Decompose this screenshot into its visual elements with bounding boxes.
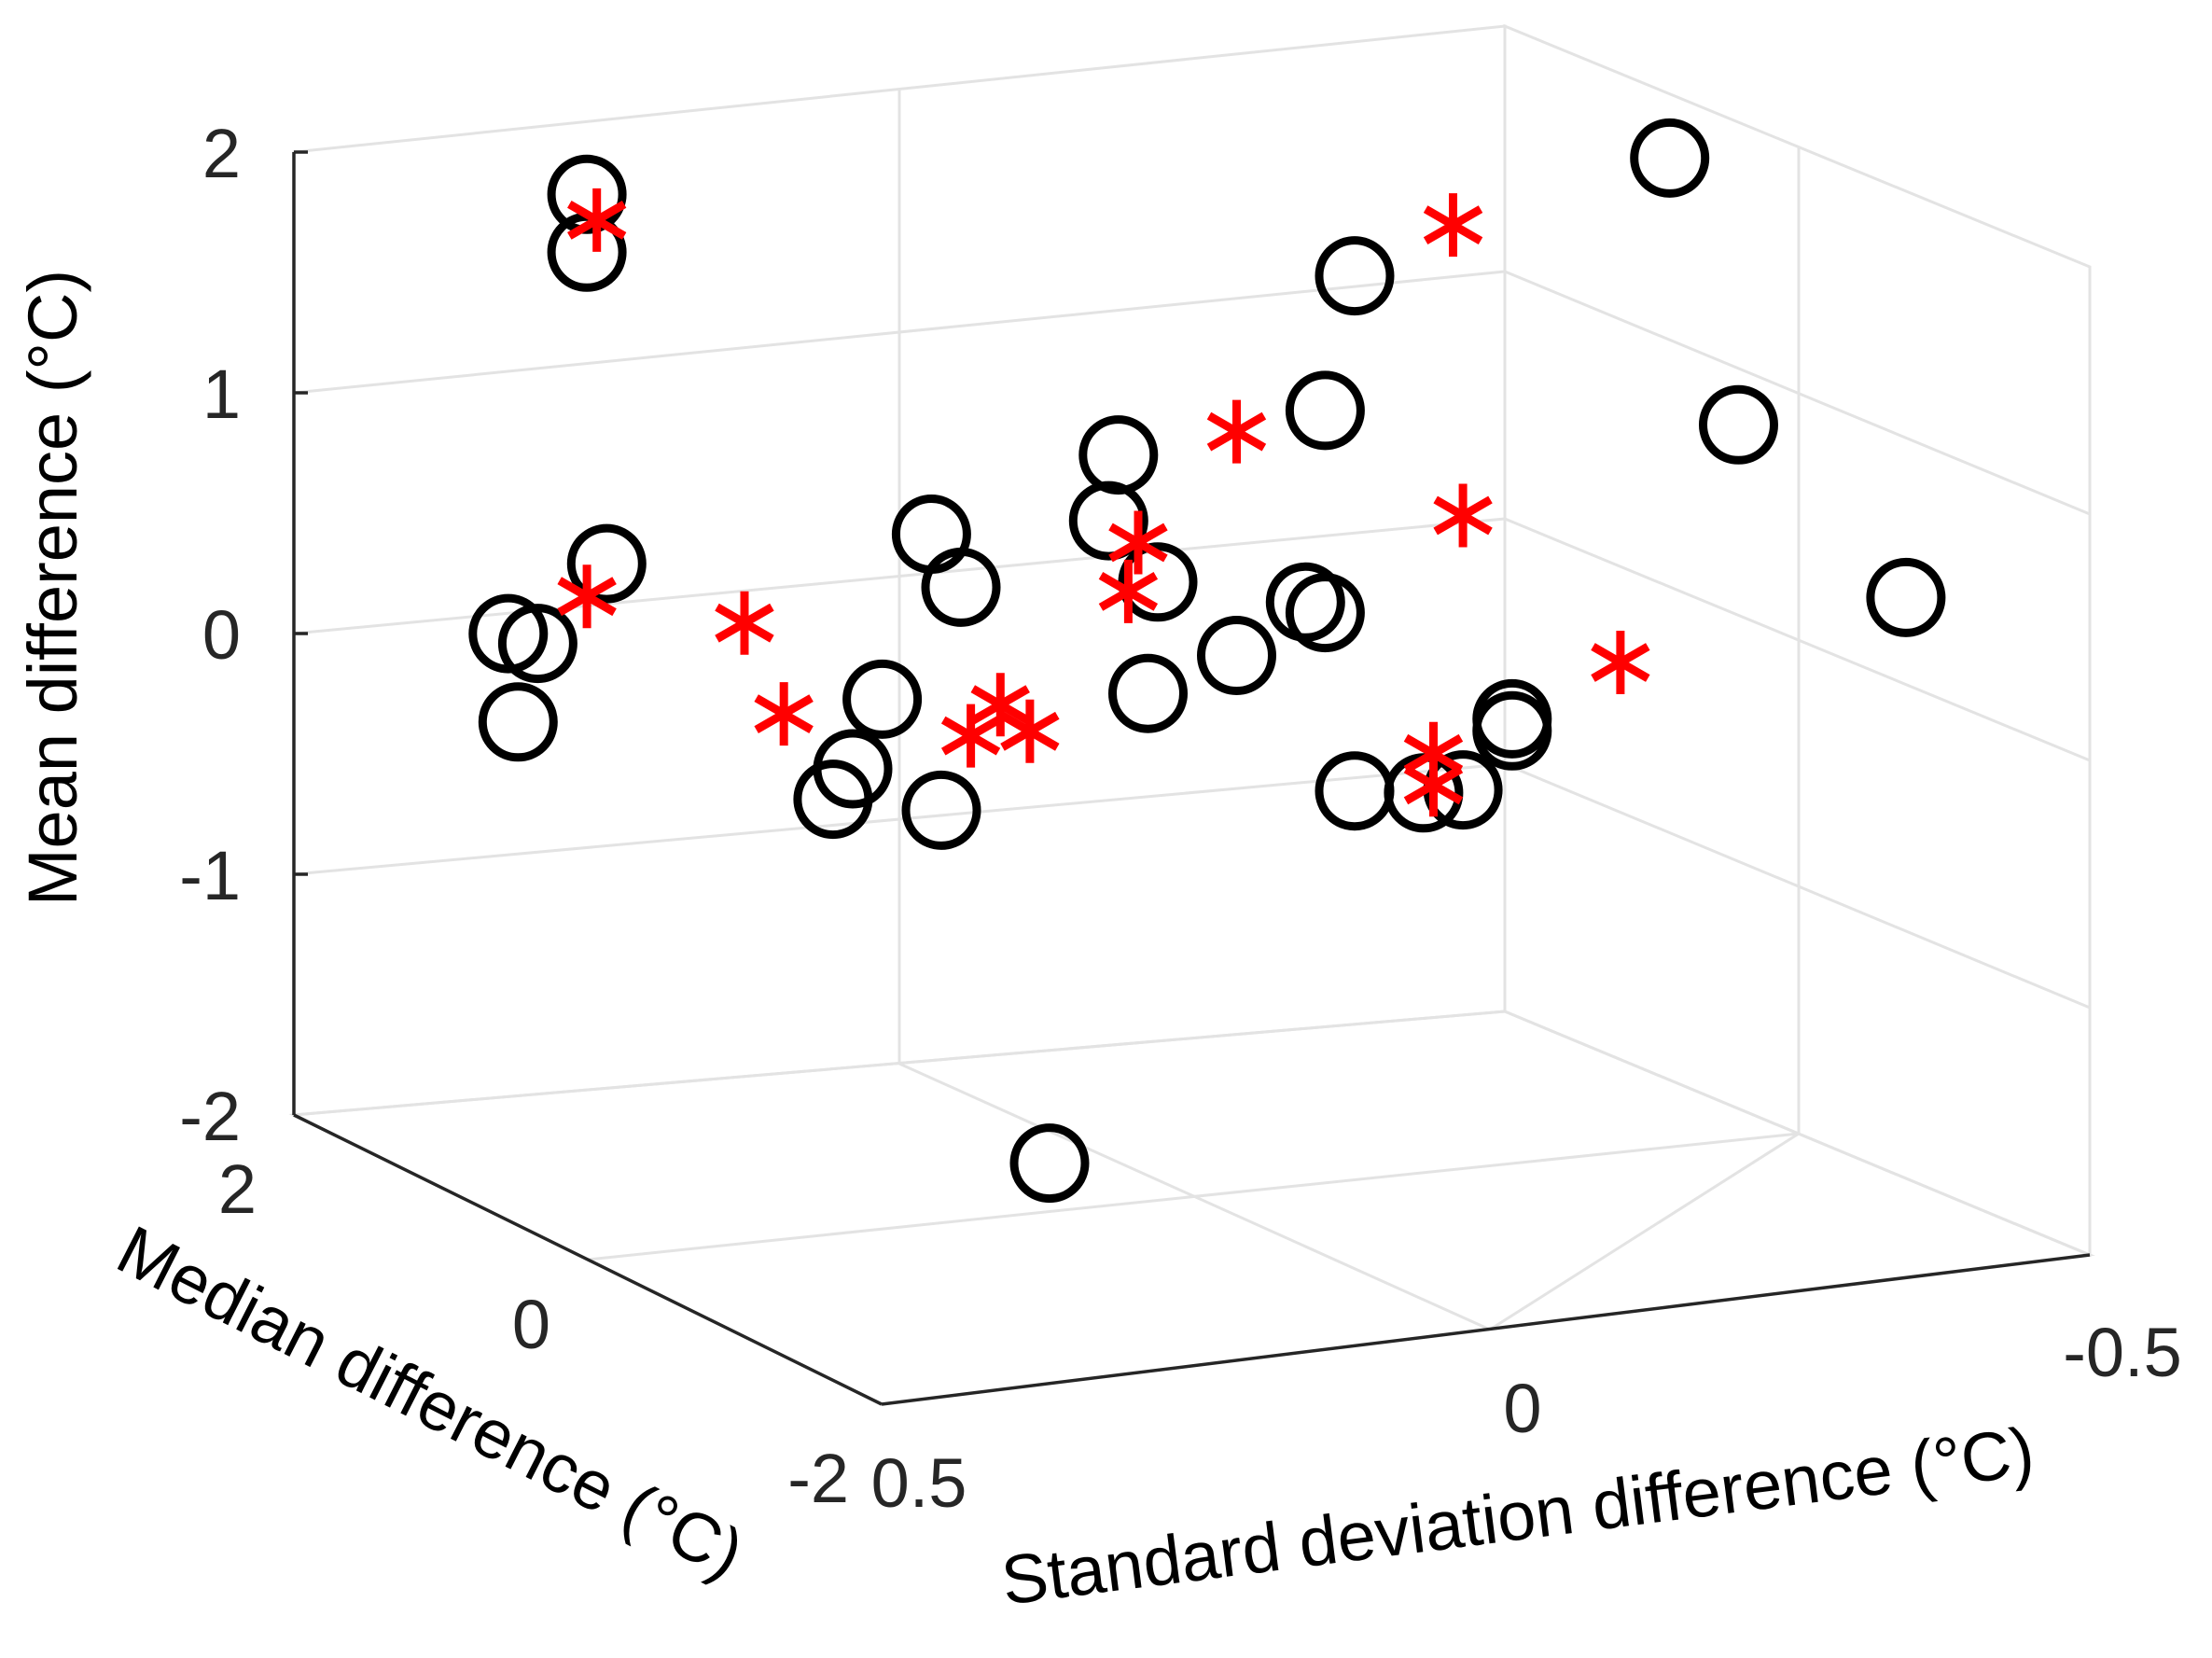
asterisk-point xyxy=(1000,699,1060,763)
data-marks xyxy=(468,118,1946,1204)
circle-point xyxy=(921,547,1001,627)
circle-point xyxy=(1068,481,1148,561)
asterisk-stroke xyxy=(1403,765,1464,805)
circle-point xyxy=(842,659,923,739)
y-axis-line xyxy=(293,1113,883,1406)
asterisk-point xyxy=(754,682,814,746)
asterisk-stroke xyxy=(1423,205,1483,244)
x-tick-labels: 0.5 0 -0.5 xyxy=(871,1314,2182,1522)
floor xyxy=(288,1010,2095,1406)
asterisk-stroke xyxy=(970,685,1030,725)
y-tick-labels: 2 0 -2 xyxy=(218,1150,849,1517)
circle-point xyxy=(566,523,647,604)
asterisk-point xyxy=(970,673,1030,737)
circle-point xyxy=(1197,616,1276,695)
asterisk-stroke xyxy=(715,603,774,643)
circle-point xyxy=(1009,1123,1090,1204)
circle-point xyxy=(478,682,558,762)
z-axis-label: Mean difference (°C) xyxy=(14,270,91,906)
asterisk-stroke xyxy=(940,716,1001,756)
circle-point xyxy=(1118,542,1198,622)
asterisk-point xyxy=(1423,193,1483,258)
asterisk-stroke xyxy=(1206,411,1267,452)
asterisk-point xyxy=(1108,510,1168,575)
grid-floor-mid xyxy=(587,1132,1800,1261)
asterisk-point xyxy=(940,704,1001,768)
asterisk-point xyxy=(1591,631,1650,694)
circle-point xyxy=(1078,415,1159,495)
circle-point xyxy=(793,759,873,840)
asterisk-stroke xyxy=(557,577,617,617)
asterisk-point xyxy=(1098,559,1159,623)
asterisk-stroke xyxy=(1000,711,1060,751)
circle-point xyxy=(901,770,981,850)
x-axis-line xyxy=(881,1253,2091,1406)
circle-point xyxy=(1285,370,1365,451)
y-axis-label: Median difference (°C) xyxy=(105,1210,756,1593)
x-tick-label: 0.5 xyxy=(871,1444,967,1522)
asterisk-point xyxy=(1403,753,1464,817)
circle-point xyxy=(1866,557,1946,637)
axes-box xyxy=(288,23,2095,1406)
x-tick-label: -0.5 xyxy=(2063,1314,2182,1391)
circle-point xyxy=(1285,573,1365,653)
circle-point xyxy=(1108,653,1188,733)
asterisk-stroke xyxy=(1433,495,1493,536)
circle-point xyxy=(1630,118,1710,198)
asterisk-stroke xyxy=(754,694,814,733)
asterisk-stroke xyxy=(1108,522,1168,563)
y-tick-label: -2 xyxy=(787,1440,849,1517)
y-tick-label: 0 xyxy=(512,1286,550,1363)
circle-point xyxy=(497,604,577,684)
asterisk-stroke xyxy=(1098,572,1159,611)
circle-point xyxy=(1699,384,1778,465)
asterisk-point xyxy=(1433,483,1493,548)
circle-point xyxy=(1315,751,1395,831)
z-tick-label: 1 xyxy=(202,355,241,433)
z-tick-labels: 2 1 0 -1 -2 xyxy=(179,115,241,1155)
circle-point xyxy=(891,495,971,574)
z-tick-label: 0 xyxy=(202,596,241,674)
circle-point xyxy=(1472,690,1552,771)
asterisk-stroke xyxy=(567,201,627,240)
z-tick-label: -1 xyxy=(179,837,241,914)
asterisk-stroke xyxy=(1591,643,1650,682)
x-tick-label: 0 xyxy=(1503,1370,1541,1447)
asterisk-point xyxy=(567,188,627,252)
grid-floor-x0 xyxy=(1489,1132,1800,1331)
asterisk-point xyxy=(1206,399,1267,464)
circle-point xyxy=(1315,236,1395,316)
asterisk-point xyxy=(715,591,774,655)
z-tick-label: -2 xyxy=(179,1078,241,1155)
asterisk-point xyxy=(557,564,617,629)
y-tick-label: 2 xyxy=(218,1150,257,1228)
z-tick-label: 2 xyxy=(202,115,241,192)
